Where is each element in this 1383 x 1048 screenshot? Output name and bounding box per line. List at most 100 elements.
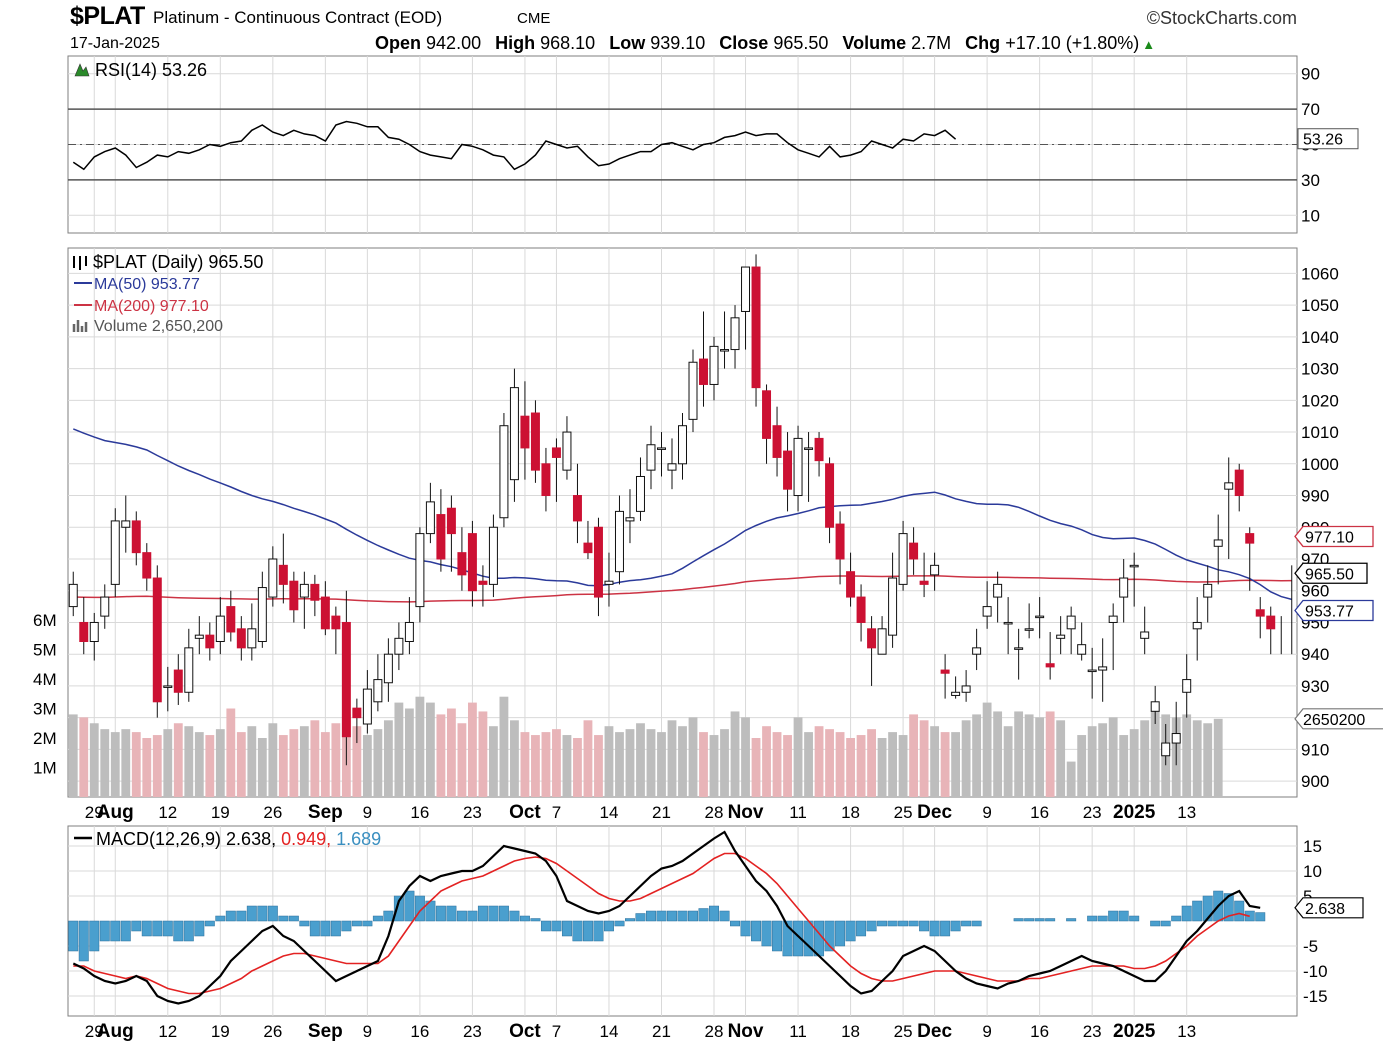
macd-histogram-bar xyxy=(1255,912,1266,922)
macd-x-tick-label: 14 xyxy=(600,1022,619,1041)
candle-legend-icon xyxy=(73,256,87,270)
candle-body xyxy=(331,615,341,630)
candle-body xyxy=(499,425,509,519)
price-x-tick-label: 29 xyxy=(85,803,104,822)
volume-legend-icon xyxy=(72,320,88,332)
macd-histogram-bar xyxy=(856,920,867,937)
candle-body xyxy=(205,634,215,649)
price-x-tick-label: 9 xyxy=(363,803,372,822)
candle-body xyxy=(720,349,730,352)
close-value: 965.50 xyxy=(773,33,829,53)
macd-histogram-bar xyxy=(267,905,278,922)
volume-bar xyxy=(68,714,78,797)
macd-histogram-bar xyxy=(1160,920,1171,927)
macd-histogram-bar xyxy=(456,910,467,922)
candle-body xyxy=(635,475,645,512)
macd-histogram-bar xyxy=(845,920,856,942)
volume-tick-label: 2M xyxy=(33,729,57,748)
candle-body xyxy=(551,447,561,458)
volume-bar xyxy=(1014,711,1024,797)
volume-bar xyxy=(1024,714,1034,797)
volume-bar xyxy=(1098,723,1108,797)
volume-bar xyxy=(657,732,666,797)
volume-bar xyxy=(1192,720,1202,797)
volume-bar xyxy=(636,723,645,797)
candle-body xyxy=(247,628,257,649)
volume-bar xyxy=(877,738,887,797)
macd-histogram-bar xyxy=(215,915,226,922)
volume-bar xyxy=(152,735,162,797)
macd-histogram-bar xyxy=(667,910,677,922)
macd-x-tick-label: 19 xyxy=(211,1022,230,1041)
price-tick-label: 900 xyxy=(1301,772,1329,791)
volume-bar xyxy=(678,726,687,797)
price-tick-label: 990 xyxy=(1301,487,1329,506)
volume-bar xyxy=(646,729,656,797)
macd-x-tick-label: 29 xyxy=(85,1022,104,1041)
candle-body xyxy=(730,317,740,351)
candle-body xyxy=(163,685,173,688)
macd-histogram-bar xyxy=(152,920,163,937)
macd-histogram-bar xyxy=(257,905,268,922)
volume-bar xyxy=(257,738,267,797)
volume-bar xyxy=(1213,718,1223,797)
candle-body xyxy=(1119,577,1129,598)
candle-body xyxy=(236,628,246,649)
candle-body xyxy=(572,495,582,522)
candle-body xyxy=(762,390,772,439)
volume-bar xyxy=(184,726,194,797)
price-x-tick-label: 9 xyxy=(982,803,991,822)
volume-bar xyxy=(205,735,215,797)
macd-histogram-bar xyxy=(740,920,751,937)
volume-bar xyxy=(919,720,929,797)
volume-bar xyxy=(425,702,435,797)
candle-body xyxy=(1171,733,1181,744)
candle-body xyxy=(751,266,761,389)
rsi-last-value: 53.26 xyxy=(1303,132,1343,149)
macd-x-tick-label: 23 xyxy=(463,1022,482,1041)
candle-body xyxy=(856,596,866,623)
candle-body xyxy=(593,526,603,598)
volume-bar xyxy=(110,732,120,797)
candle-body xyxy=(541,463,551,497)
candle-body xyxy=(1161,742,1171,757)
price-vertical-grid xyxy=(93,248,1188,797)
macd-histogram-bar xyxy=(940,920,951,937)
candle-body xyxy=(415,533,425,608)
candle-body xyxy=(1266,615,1276,630)
macd-histogram-bar xyxy=(383,910,394,922)
price-x-tick-label: 16 xyxy=(1030,803,1049,822)
volume-bar xyxy=(268,723,278,797)
candle-body xyxy=(867,628,877,649)
price-x-tick-label: 13 xyxy=(1177,803,1196,822)
volume-bar xyxy=(898,735,908,797)
candle-body xyxy=(1087,669,1097,673)
volume-bar xyxy=(993,711,1003,797)
close-value-badge-box xyxy=(1294,562,1368,584)
macd-x-tick-label: 12 xyxy=(158,1022,177,1041)
price-tick-label: 960 xyxy=(1301,582,1329,601)
candle-body xyxy=(804,447,814,450)
candle-body xyxy=(646,444,656,471)
price-x-tick-label: 7 xyxy=(552,803,561,822)
macd-histogram-bar xyxy=(162,920,173,937)
macd-x-tick-label: 9 xyxy=(363,1022,372,1041)
macd-histogram-bar xyxy=(782,920,793,957)
candle-body xyxy=(614,510,624,573)
candle-body xyxy=(667,463,677,471)
candle-body xyxy=(1224,482,1234,490)
macd-signal-line xyxy=(73,852,1250,995)
change-label: Chg xyxy=(965,33,1001,53)
stockcharts-brand[interactable]: ©StockCharts.com xyxy=(1146,8,1297,28)
volume-bar xyxy=(625,729,635,797)
low-value: 939.10 xyxy=(650,33,706,53)
candle-body xyxy=(972,647,982,655)
candle-body xyxy=(909,542,919,560)
volume-bar xyxy=(846,738,855,797)
volume-bar xyxy=(320,732,330,797)
macd-histogram-bar xyxy=(183,920,194,942)
candle-body xyxy=(404,621,414,643)
volume-bar xyxy=(478,711,488,797)
macd-histogram-bar xyxy=(898,920,909,927)
ma50-value-badge-text: 953.77 xyxy=(1305,603,1354,620)
